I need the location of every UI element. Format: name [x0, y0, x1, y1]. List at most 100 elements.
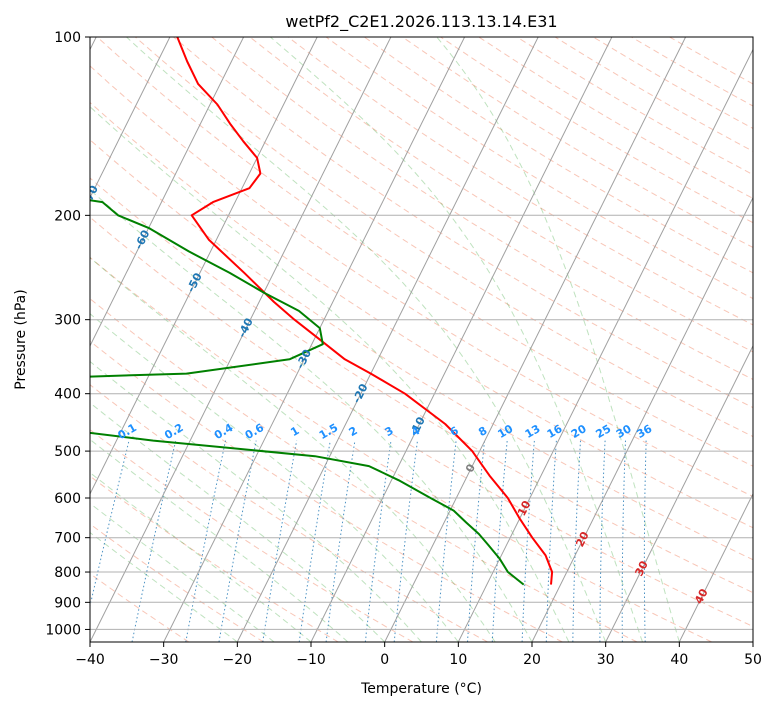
y-tick-label: 100: [54, 30, 81, 46]
isotherm: [163, 37, 466, 642]
dewpoint-profile: [90, 199, 525, 586]
isotherm: [752, 640, 753, 642]
mixing-ratio-line: [185, 440, 226, 642]
dry-adiabat: [90, 139, 753, 561]
dry-adiabat: [90, 177, 753, 594]
mixing-ratio-label: 10: [496, 422, 516, 441]
dry-adiabat: [90, 475, 339, 642]
moist-adiabat: [90, 531, 238, 642]
moist-adiabat: [126, 37, 607, 642]
mixing-ratio-label: 1.5: [317, 421, 340, 442]
y-tick-label: 700: [54, 531, 81, 547]
y-tick-label: 400: [54, 387, 81, 403]
dry-adiabat: [287, 37, 753, 326]
moist-adiabat: [90, 472, 312, 642]
y-axis-label: Pressure (hPa): [13, 289, 29, 389]
mixing-ratio-label: 16: [545, 422, 565, 441]
x-axis-label: Temperature (°C): [360, 681, 482, 697]
mixing-ratio-label: 30: [614, 422, 634, 441]
dry-adiabat: [90, 256, 712, 642]
isotherm: [605, 344, 753, 642]
isotherm: [457, 48, 753, 642]
temperature-profile: [176, 37, 554, 585]
mixing-ratio-line: [467, 440, 486, 642]
x-tick-label: −20: [223, 652, 253, 668]
y-tick-label: 900: [54, 595, 81, 611]
mixing-ratio-line: [325, 440, 356, 642]
mixing-ratio-line: [545, 440, 557, 642]
dry-adiabat: [90, 340, 563, 642]
mixing-ratio-line: [521, 440, 535, 642]
isotherm: [90, 37, 318, 495]
y-tick-label: 500: [54, 444, 81, 460]
mixing-ratio-label: 2: [347, 424, 360, 439]
dry-adiabat: [211, 37, 753, 381]
moist-adiabat: [90, 106, 570, 642]
isotherm: [531, 196, 753, 642]
dry-adiabat: [90, 429, 414, 642]
dry-adiabat: [364, 37, 753, 274]
x-tick-label: 40: [670, 652, 688, 668]
mixing-ratio-label: 13: [523, 422, 543, 441]
chart-title: wetPf2_C2E1.2026.113.13.14.E31: [285, 12, 557, 32]
moist-adiabat: [90, 189, 533, 642]
y-tick-label: 800: [54, 565, 81, 581]
x-tick-label: 10: [449, 652, 467, 668]
mixing-ratio-line: [435, 440, 457, 642]
y-tick-label: 1000: [45, 622, 81, 638]
dry-adiabat: [402, 37, 753, 249]
isotherm-label: -60: [132, 228, 153, 252]
dry-adiabat: [669, 37, 753, 85]
dry-adiabat: [90, 298, 638, 642]
dry-adiabat: [592, 37, 753, 130]
moist-adiabat: [90, 438, 349, 642]
dry-adiabat: [325, 37, 753, 300]
mixing-ratio-label: 0.6: [243, 421, 267, 442]
dry-adiabat: [134, 37, 753, 438]
y-tick-label: 600: [54, 491, 81, 507]
x-tick-label: 20: [523, 652, 541, 668]
plot-frame: [89, 36, 754, 643]
mixing-ratio-line: [298, 440, 331, 642]
dry-adiabat: [516, 37, 753, 176]
moist-adiabat: [90, 256, 496, 642]
dry-adiabat: [96, 37, 753, 467]
mixing-ratio-line: [621, 440, 626, 642]
x-tick-label: 0: [380, 652, 389, 668]
mixing-ratio-line: [218, 440, 257, 642]
y-tick-label: 200: [54, 208, 81, 224]
moist-adiabat: [90, 402, 386, 642]
mixing-ratio-line: [393, 440, 418, 642]
isotherm-label: -70: [81, 183, 102, 207]
isotherm: [90, 37, 392, 642]
sounding-series: [90, 37, 554, 586]
mixing-ratio-line: [131, 440, 177, 642]
isotherm: [236, 37, 539, 642]
x-tick-label: 30: [597, 652, 615, 668]
isotherm-label: 30: [632, 559, 651, 579]
isotherm: [384, 37, 687, 642]
dry-adiabat: [90, 384, 488, 642]
mixing-ratio-line: [572, 440, 581, 642]
dry-adiabat: [173, 37, 753, 409]
moist-adiabat: [270, 37, 643, 642]
dry-adiabat: [249, 37, 753, 353]
mixing-ratio-line: [364, 440, 392, 642]
isotherm-label: 10: [515, 498, 534, 518]
mixing-ratio-line: [262, 440, 298, 642]
isotherm: [90, 37, 171, 199]
isotherm-label: 20: [573, 529, 592, 549]
isotherm-label: -80: [30, 137, 51, 161]
isoline-labels: -100-90-80-70-60-50-40-30-20-10010203040…: [30, 137, 711, 606]
isotherm: [310, 37, 613, 642]
dry-adiabat: [90, 65, 753, 498]
x-tick-label: −10: [296, 652, 326, 668]
mixing-ratio-label: 0.2: [162, 421, 185, 442]
dry-adiabat: [90, 523, 264, 642]
mixing-ratio-label: 0.4: [212, 421, 236, 442]
x-tick-label: −40: [75, 652, 105, 668]
mixing-ratio-label: 8: [476, 424, 489, 439]
isotherm-label: -20: [350, 381, 371, 405]
